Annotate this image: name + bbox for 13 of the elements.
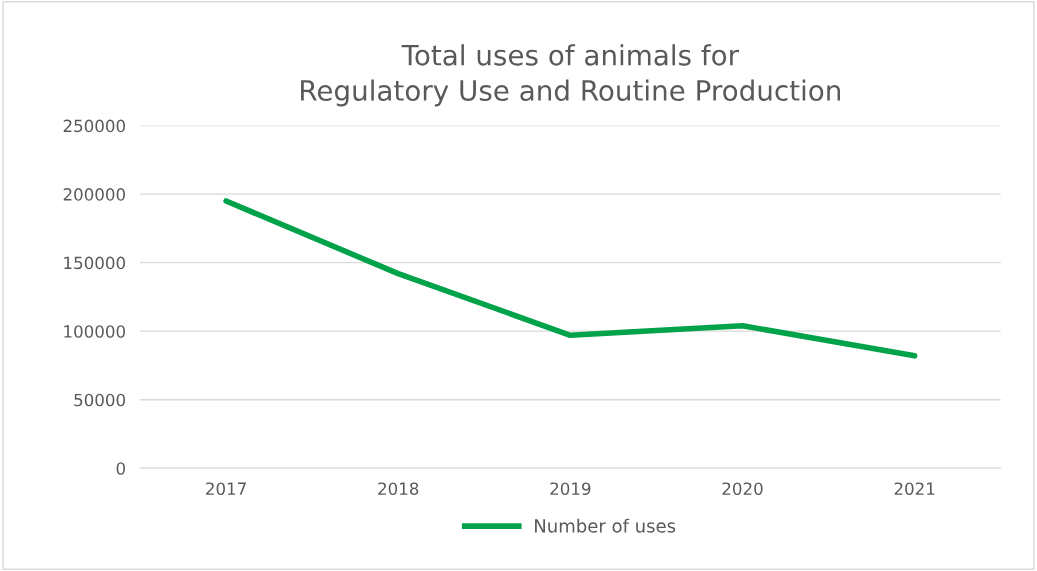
y-tick-label: 150000 xyxy=(64,256,125,270)
chart-title: Total uses of animals for Regulatory Use and Routine Production xyxy=(301,44,841,107)
legend-label: Number of uses xyxy=(535,518,676,533)
y-tick-label: 250000 xyxy=(63,119,125,133)
x-tick-label: 2019 xyxy=(550,482,591,496)
y-tick-label: 200000 xyxy=(63,188,125,201)
y-tick-label: 50000 xyxy=(74,393,125,407)
x-tick-label: 2017 xyxy=(206,482,246,496)
y-tick-label: 0 xyxy=(116,462,125,475)
x-tick-label: 2021 xyxy=(894,482,935,496)
x-tick-label: 2020 xyxy=(722,482,763,496)
x-tick-label: 2018 xyxy=(378,482,419,496)
y-tick-label: 100000 xyxy=(64,325,125,338)
